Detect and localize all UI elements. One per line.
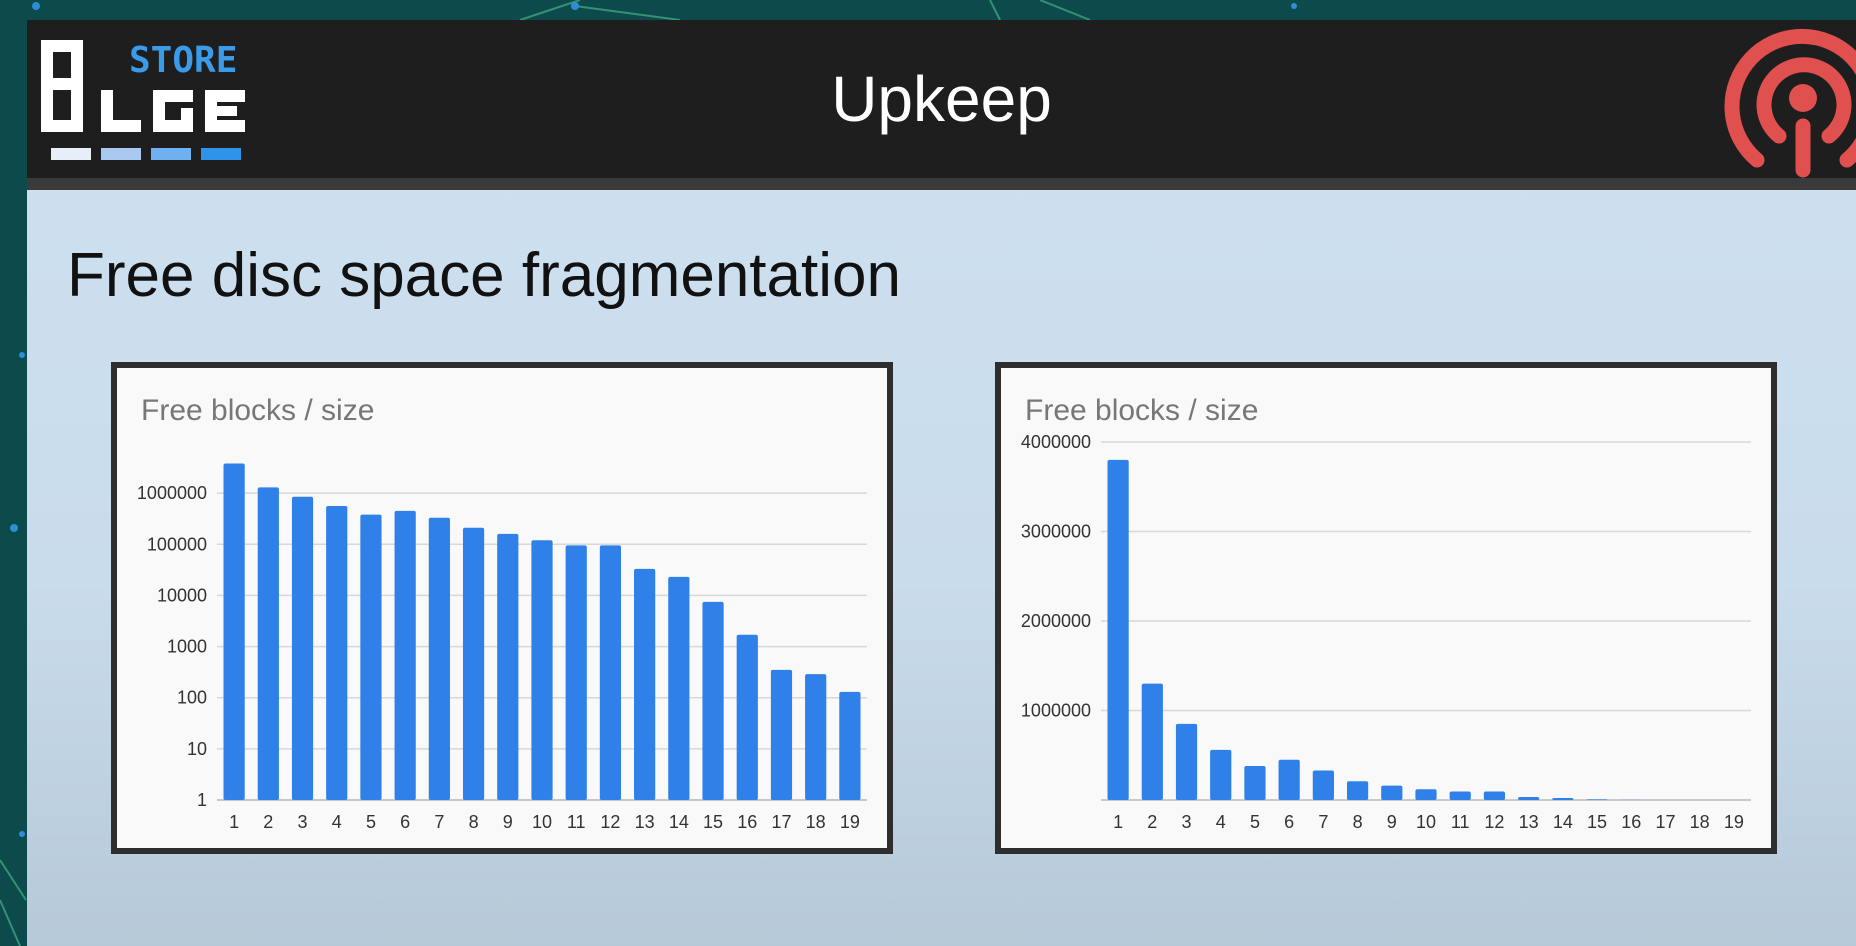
- bar: [1483, 791, 1506, 800]
- bar: [702, 601, 724, 800]
- x-tick-label: 10: [532, 812, 552, 832]
- bar: [1518, 797, 1540, 800]
- x-tick-label: 19: [1724, 812, 1744, 832]
- chart-title: Free blocks / size: [141, 394, 374, 427]
- bar: [805, 674, 827, 800]
- y-tick-label: 100: [177, 688, 207, 708]
- y-tick-label: 2000000: [1021, 611, 1091, 631]
- x-tick-label: 9: [503, 812, 513, 832]
- bar: [1312, 770, 1334, 800]
- bar: [668, 576, 690, 800]
- y-tick-label: 4000000: [1021, 432, 1091, 452]
- bar: [462, 527, 485, 800]
- x-tick-label: 17: [771, 812, 791, 832]
- logo-text: STORE: [129, 40, 237, 81]
- y-tick-label: 1: [197, 790, 207, 810]
- x-tick-label: 7: [434, 812, 444, 832]
- bluestore-logo: STORE: [41, 40, 245, 160]
- y-tick-label: 10000: [157, 585, 207, 605]
- x-tick-label: 14: [1553, 812, 1573, 832]
- x-tick-label: 12: [1484, 812, 1504, 832]
- x-tick-label: 6: [1284, 812, 1294, 832]
- bar: [565, 545, 587, 800]
- y-tick-label: 100000: [147, 534, 207, 554]
- linear-chart-svg: Free blocks / size 1000000 2000000 3000000…: [1021, 394, 1751, 832]
- y-tick-label: 1000000: [1021, 701, 1091, 721]
- x-tick-label: 3: [1182, 812, 1192, 832]
- bar: [1210, 749, 1232, 800]
- x-tick-label: 13: [635, 812, 655, 832]
- bar: [1244, 765, 1266, 800]
- bar: [770, 669, 793, 800]
- slide-header: STORE Upkeep: [27, 20, 1856, 190]
- bar: [223, 463, 245, 800]
- x-tick-label: 11: [1451, 812, 1470, 832]
- chart-title: Free blocks / size: [1025, 394, 1258, 427]
- bar: [1415, 789, 1437, 800]
- x-tick-label: 13: [1519, 812, 1539, 832]
- x-tick-label: 7: [1318, 812, 1328, 832]
- x-tick-label: 17: [1655, 812, 1675, 832]
- log-chart-svg: Free blocks / size 1 10 100 1000 10000 100000…: [137, 394, 867, 832]
- bar: [326, 506, 348, 800]
- x-tick-label: 15: [1587, 812, 1607, 832]
- bar: [634, 568, 656, 800]
- bar: [531, 540, 553, 800]
- y-tick-label: 3000000: [1021, 522, 1091, 542]
- bar: [1278, 759, 1300, 800]
- ceph-logo-icon: [1724, 28, 1856, 178]
- x-tick-label: 11: [567, 812, 586, 832]
- bar: [497, 533, 519, 800]
- bar: [1107, 459, 1129, 800]
- slide: STORE Upkeep Free disc space fragmentati…: [27, 20, 1856, 946]
- x-tick-label: 12: [600, 812, 620, 832]
- x-tick-label: 16: [737, 812, 757, 832]
- y-tick-label: 10: [187, 739, 207, 759]
- bar: [394, 510, 416, 800]
- x-tick-label: 14: [669, 812, 689, 832]
- bar: [1552, 797, 1574, 800]
- bar: [1141, 683, 1163, 800]
- bar: [1586, 799, 1608, 800]
- x-tick-label: 4: [1216, 812, 1226, 832]
- x-tick-label: 18: [806, 812, 826, 832]
- x-tick-label: 8: [469, 812, 479, 832]
- bar: [291, 496, 314, 800]
- x-tick-label: 18: [1690, 812, 1710, 832]
- x-tick-label: 3: [298, 812, 308, 832]
- y-tick-label: 1000000: [137, 483, 207, 503]
- bar: [428, 517, 450, 800]
- bar: [1346, 781, 1369, 800]
- bar: [1175, 723, 1198, 800]
- linear-scale-chart: Free blocks / size 1000000 2000000 3000000…: [995, 362, 1777, 854]
- x-tick-label: 19: [840, 812, 860, 832]
- bar: [839, 691, 861, 800]
- x-tick-label: 16: [1621, 812, 1641, 832]
- x-tick-label: 6: [400, 812, 410, 832]
- x-tick-label: 2: [263, 812, 273, 832]
- x-tick-label: 1: [229, 812, 239, 832]
- bar: [1381, 785, 1403, 800]
- bar: [736, 634, 758, 800]
- slide-title: Upkeep: [831, 63, 1052, 135]
- x-tick-label: 10: [1416, 812, 1436, 832]
- x-tick-label: 9: [1387, 812, 1397, 832]
- bar: [599, 545, 622, 800]
- x-tick-label: 2: [1147, 812, 1157, 832]
- x-tick-label: 1: [1113, 812, 1123, 832]
- slide-subtitle: Free disc space fragmentation: [67, 241, 901, 310]
- x-tick-label: 4: [332, 812, 342, 832]
- x-tick-label: 5: [366, 812, 376, 832]
- bar: [360, 514, 382, 800]
- y-tick-label: 1000: [167, 637, 207, 657]
- x-tick-label: 5: [1250, 812, 1260, 832]
- bar: [257, 487, 279, 800]
- x-tick-label: 15: [703, 812, 723, 832]
- log-scale-chart: Free blocks / size 1 10 100 1000 10000 100000…: [111, 362, 893, 854]
- bar: [1449, 791, 1471, 800]
- x-tick-label: 8: [1353, 812, 1363, 832]
